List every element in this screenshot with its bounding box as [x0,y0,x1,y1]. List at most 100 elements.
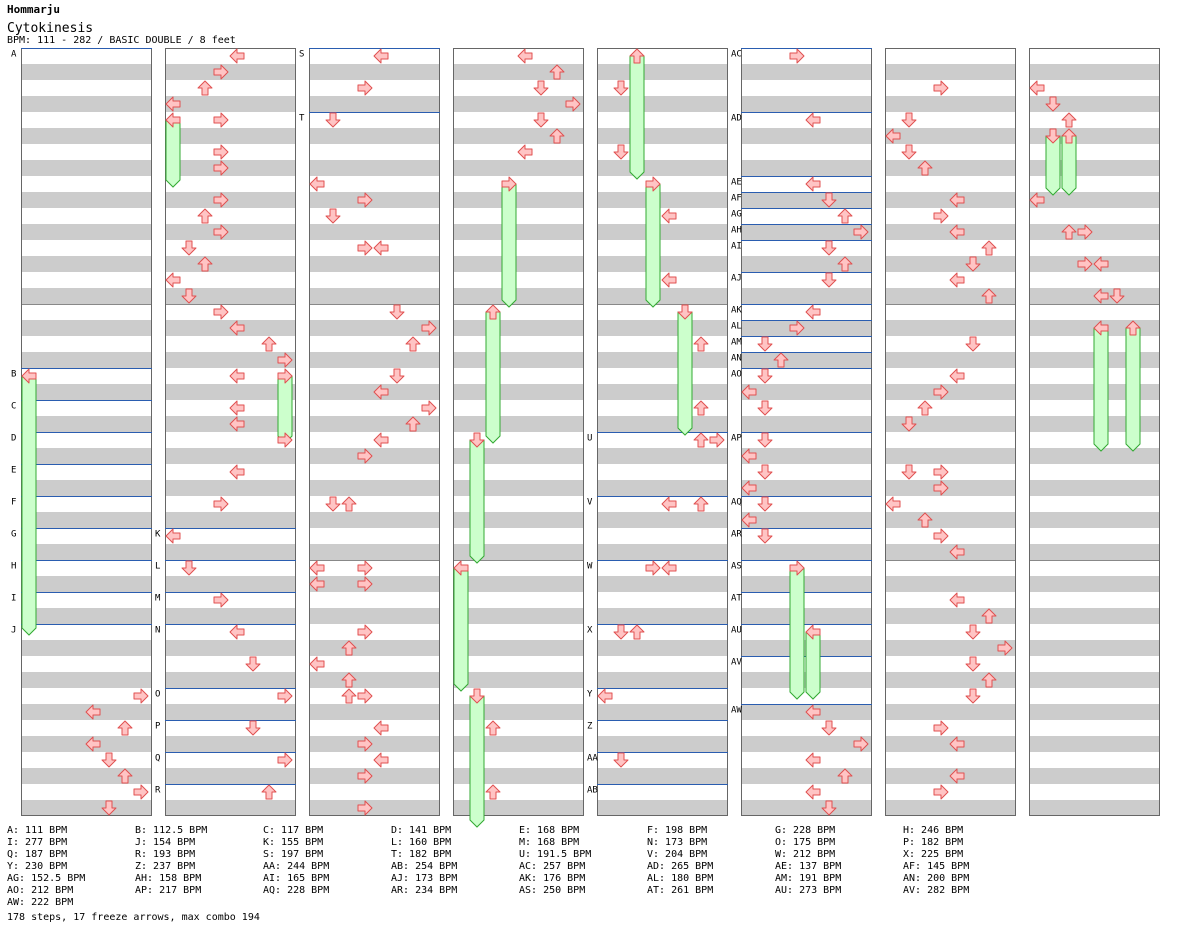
bpm-marker-label: E [11,466,16,476]
bpm-marker-label: Y [587,690,593,700]
step-arrow-icon [821,240,837,256]
beat-stripe [885,160,1016,176]
step-arrow-icon [933,784,949,800]
beat-stripe [309,704,440,720]
freeze-arrow-icon [165,119,181,188]
beat-stripe [1029,448,1160,464]
beat-stripe [741,480,872,496]
step-arrow-icon [805,784,821,800]
step-arrow-icon [325,112,341,128]
beat-stripe [309,64,440,80]
beat-stripe [165,672,296,688]
beat-stripe [597,512,728,528]
step-arrow-icon [965,656,981,672]
step-arrow-icon [325,496,341,512]
step-arrow-icon [229,48,245,64]
bpm-marker-label: U [587,434,592,444]
step-arrow-icon [1029,80,1045,96]
step-arrow-icon [1061,224,1077,240]
step-arrow-icon [661,496,677,512]
step-arrow-icon [357,736,373,752]
beat-stripe [309,192,440,208]
step-arrow-icon [949,192,965,208]
step-arrow-icon [965,688,981,704]
beat-stripe [309,448,440,464]
beat-stripe [885,64,1016,80]
beat-stripe [309,288,440,304]
bpm-marker-label: AM [731,338,742,348]
beat-stripe [21,416,152,432]
beat-stripe [453,672,584,688]
step-arrow-icon [85,704,101,720]
freeze-arrow-icon [485,311,501,444]
step-arrow-icon [357,576,373,592]
bpm-marker-label: N [155,626,160,636]
step-arrow-icon [213,224,229,240]
step-arrow-icon [357,800,373,816]
step-arrow-icon [885,496,901,512]
bpm-legend-entry: AK: 176 BPM [519,873,586,884]
bpm-marker-label: A [11,50,17,60]
bpm-marker-label: AH [731,226,742,236]
beat-stripe [309,544,440,560]
beat-stripe [453,480,584,496]
bpm-marker-label: K [155,530,161,540]
beat-stripe [309,96,440,112]
step-arrow-icon [373,384,389,400]
step-arrow-icon [949,272,965,288]
step-arrow-icon [613,624,629,640]
beat-stripe [1029,640,1160,656]
beat-stripe [453,224,584,240]
beat-stripe [309,480,440,496]
step-arrow-icon [245,720,261,736]
bpm-legend-entry: R: 193 BPM [135,849,196,860]
beat-stripe [597,224,728,240]
freeze-arrow-icon [789,567,805,700]
bpm-marker-label: AN [731,354,742,364]
freeze-arrow-icon [1045,135,1061,196]
step-arrow-icon [373,720,389,736]
step-arrow-icon [741,448,757,464]
bpm-legend-entry: AV: 282 BPM [903,885,970,896]
beat-stripe [597,672,728,688]
bpm-legend-entry: AG: 152.5 BPM [7,873,86,884]
step-arrow-icon [613,752,629,768]
step-arrow-icon [277,352,293,368]
bpm-marker-label: C [11,402,16,412]
beat-stripe [165,800,296,816]
bpm-legend-entry: E: 168 BPM [519,825,580,836]
beat-stripe [741,64,872,80]
beat-stripe [597,768,728,784]
step-arrow-icon [133,688,149,704]
bpm-legend-entry: Y: 230 BPM [7,861,68,872]
beat-stripe [309,768,440,784]
step-arrow-icon [485,784,501,800]
bpm-legend-entry: U: 191.5 BPM [519,849,592,860]
freeze-arrow-icon [629,55,645,180]
step-arrow-icon [661,560,677,576]
beat-stripe [453,96,584,112]
step-arrow-icon [661,272,677,288]
step-arrow-icon [357,80,373,96]
step-arrow-icon [341,672,357,688]
step-arrow-icon [949,592,965,608]
step-arrow-icon [965,336,981,352]
bpm-marker-label: H [11,562,16,572]
step-arrow-icon [229,368,245,384]
step-arrow-icon [933,464,949,480]
step-arrow-icon [213,160,229,176]
beat-stripe [741,544,872,560]
beat-stripe [885,416,1016,432]
step-arrow-icon [341,496,357,512]
column-border [453,48,584,816]
bpm-legend-entry: Z: 237 BPM [135,861,196,872]
beat-stripe [21,320,152,336]
step-arrow-icon [485,304,501,320]
beat-stripe [453,192,584,208]
bpm-marker-label: T [299,114,305,124]
bpm-marker-label: AS [731,562,742,572]
beat-stripe [597,416,728,432]
bpm-marker-label: AW [731,706,742,716]
step-arrow-icon [1045,128,1061,144]
step-arrow-icon [165,112,181,128]
